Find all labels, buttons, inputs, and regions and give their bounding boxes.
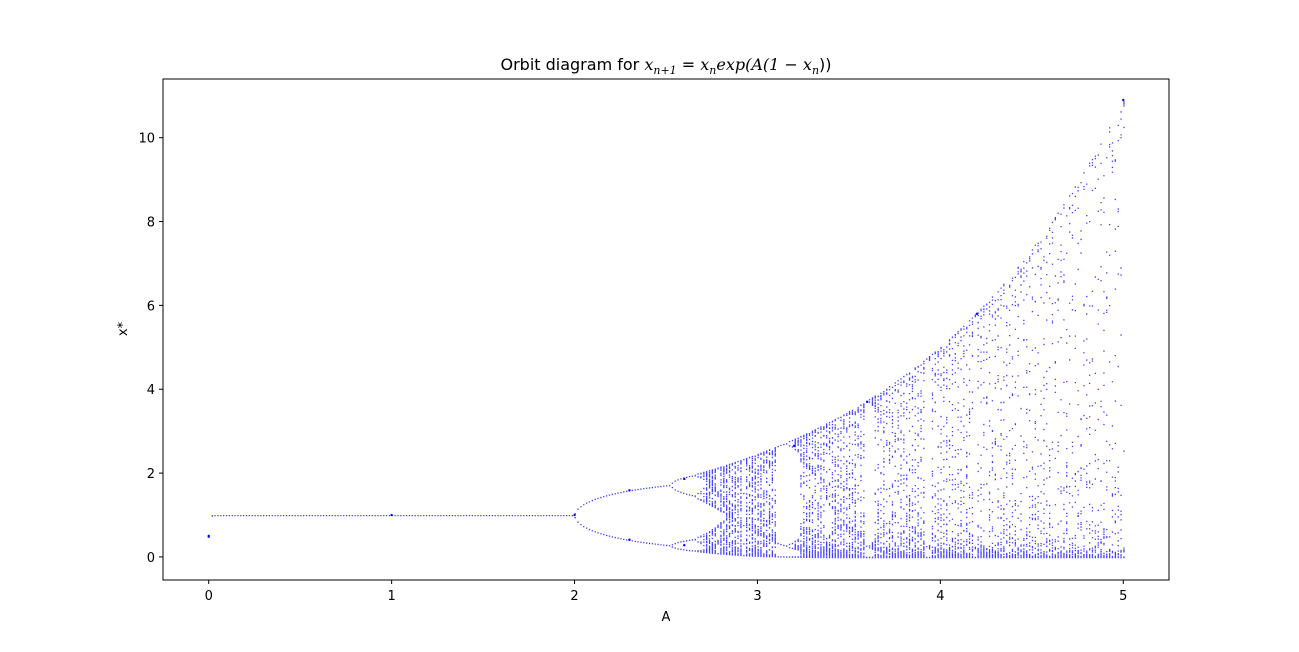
- sample-point-7: [792, 444, 796, 448]
- sample-point-6: [683, 477, 686, 481]
- y-tick-label: 0: [147, 551, 155, 566]
- x-axis-ticks: 0 1 2 3 4 5: [205, 580, 1127, 604]
- title-math-eq: =: [677, 55, 701, 74]
- title-math-x1: x: [644, 55, 653, 74]
- title-math-sub1: n+1: [653, 64, 676, 77]
- sample-point-1: [390, 513, 393, 517]
- sample-point-3: [628, 538, 631, 541]
- y-tick-10: 10: [138, 132, 163, 147]
- y-tick-label: 4: [147, 383, 155, 398]
- y-tick-label: 6: [147, 299, 155, 314]
- x-tick-3: 3: [753, 580, 762, 604]
- y-tick-0: 0: [147, 551, 163, 566]
- x-tick-label: 0: [205, 589, 213, 604]
- x-tick-label: 3: [753, 589, 761, 604]
- sample-point-2: [573, 513, 576, 517]
- x-tick-label: 2: [570, 589, 578, 604]
- y-tick-label: 2: [147, 467, 155, 482]
- title-math-x3: x: [803, 55, 812, 74]
- x-tick-label: 4: [936, 589, 944, 604]
- sample-point-9: [975, 312, 979, 315]
- y-tick-6: 6: [147, 299, 163, 314]
- chart-title-prefix: Orbit diagram for: [500, 55, 644, 74]
- y-tick-8: 8: [147, 216, 163, 231]
- y-tick-label: 8: [147, 216, 155, 231]
- title-math-sub2: n: [709, 64, 716, 77]
- x-tick-1: 1: [387, 580, 396, 604]
- sample-point-10: [1122, 98, 1125, 102]
- title-math-x2: x: [700, 55, 709, 74]
- x-tick-label: 5: [1119, 589, 1127, 604]
- y-tick-4: 4: [147, 383, 163, 398]
- y-tick-2: 2: [147, 467, 163, 482]
- title-math-sub3: n: [812, 64, 819, 77]
- sample-point-0: [207, 534, 210, 538]
- sample-point-4: [628, 489, 631, 492]
- y-axis-ticks: 0 2 4 6 8 10: [138, 132, 163, 566]
- y-tick-label: 10: [138, 132, 155, 147]
- x-tick-0: 0: [205, 580, 213, 604]
- x-tick-4: 4: [936, 580, 945, 604]
- y-axis-label: x*: [116, 321, 131, 336]
- sample-point-5: [683, 544, 686, 547]
- title-math-exp: exp(A(1 −: [716, 55, 803, 74]
- plot-frame: [162, 78, 1170, 581]
- sample-point-8: [866, 400, 869, 404]
- orbit-points: [207, 98, 1125, 559]
- x-tick-label: 1: [387, 589, 395, 604]
- x-axis-label: A: [662, 610, 671, 625]
- x-tick-5: 5: [1119, 580, 1127, 604]
- chart-title: Orbit diagram for xn+1 = xnexp(A(1 − xn)…: [500, 55, 831, 77]
- title-math-close: )): [819, 55, 831, 74]
- x-tick-2: 2: [570, 580, 579, 604]
